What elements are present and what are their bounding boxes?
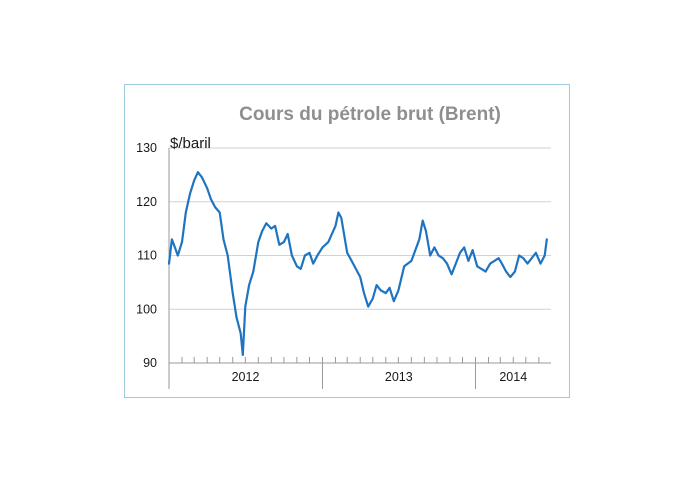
x-tick-label-2013: 2013 bbox=[385, 370, 413, 384]
y-tick-label-90: 90 bbox=[143, 356, 157, 370]
x-tick-label-2012: 2012 bbox=[232, 370, 260, 384]
y-tick-label-120: 120 bbox=[136, 195, 157, 209]
chart-frame: Cours du pétrole brut (Brent) 90 100 110 12… bbox=[124, 84, 570, 398]
y-tick-label-100: 100 bbox=[136, 302, 157, 316]
y-tick-label-130: 130 bbox=[136, 141, 157, 155]
axes: 90 100 110 120 130 2012 2013 2014 bbox=[136, 141, 551, 389]
series-line-0 bbox=[167, 171, 548, 356]
chart-title: Cours du pétrole brut (Brent) bbox=[239, 104, 501, 125]
y-tick-label-110: 110 bbox=[137, 249, 157, 263]
x-tick-label-2014: 2014 bbox=[499, 370, 527, 384]
series-layer bbox=[167, 171, 548, 356]
gridlines bbox=[169, 147, 551, 310]
chart-canvas: Cours du pétrole brut (Brent) 90 100 110 12… bbox=[136, 104, 551, 389]
y-axis-unit-label: $/baril bbox=[170, 135, 211, 152]
